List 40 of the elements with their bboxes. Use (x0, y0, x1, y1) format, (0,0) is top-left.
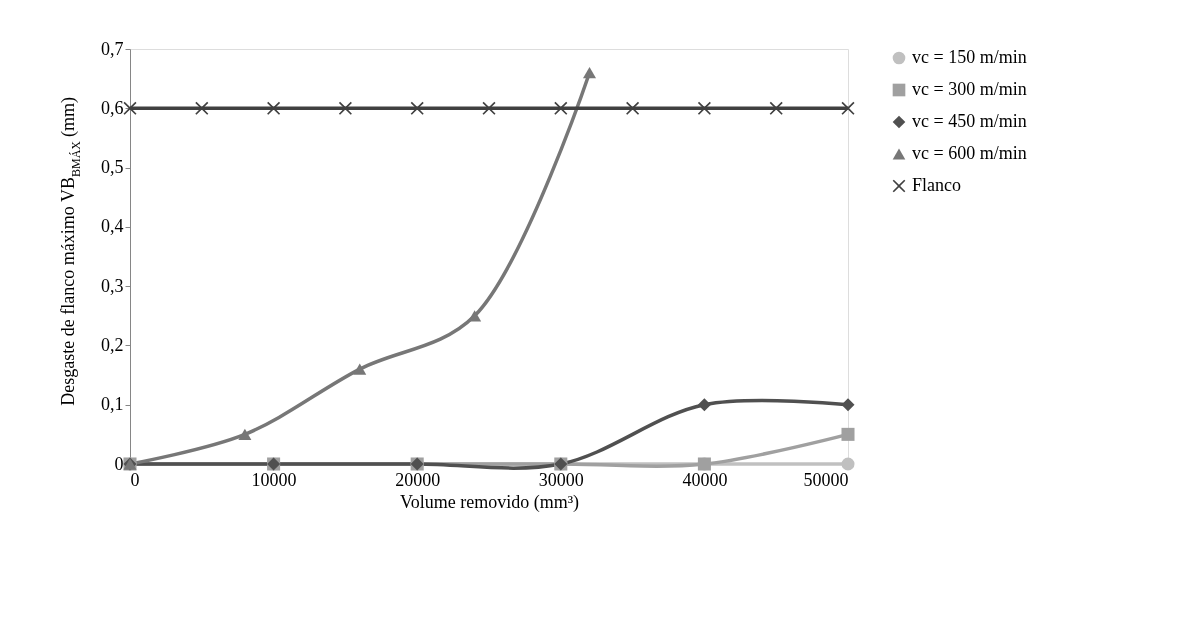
point (410, 101, 424, 115)
point (195, 101, 209, 115)
point (468, 310, 482, 322)
point (583, 67, 597, 79)
point (482, 101, 496, 115)
y-tick-label: 0,5 (101, 157, 124, 178)
point (353, 363, 367, 375)
point (841, 101, 855, 115)
legend-label: Flanco (912, 175, 961, 195)
x-axis-title: Volume removido (mm³) (399, 491, 580, 513)
point (123, 101, 137, 115)
x-tick-label: 0 (130, 469, 140, 490)
point (338, 101, 352, 115)
legend-label: vc = 150 m/min (912, 47, 1027, 67)
point (267, 101, 281, 115)
legend-label: vc = 450 m/min (912, 111, 1027, 131)
y-tick-label: 0,6 (101, 97, 124, 118)
x-tick-label: 40000 (682, 469, 728, 490)
y-tick-label: 0,7 (101, 38, 124, 59)
point (697, 101, 711, 115)
y-tick-label: 0,1 (101, 394, 124, 415)
x-tick-label: 50000 (803, 469, 849, 490)
point (841, 427, 855, 441)
y-tick-label: 0 (114, 453, 124, 474)
y-tick-label: 0,4 (101, 216, 124, 237)
x-tick-label: 10000 (251, 469, 297, 490)
point (769, 101, 783, 115)
point (841, 398, 855, 412)
point (841, 457, 855, 471)
x-tick-label: 30000 (538, 469, 584, 490)
y-tick-label: 0,3 (101, 275, 124, 296)
point (238, 428, 252, 440)
y-tick-label: 0,2 (101, 334, 124, 355)
x-tick-label: 20000 (395, 469, 441, 490)
point (626, 101, 640, 115)
point (554, 101, 568, 115)
point (697, 398, 711, 412)
y-axis-title: Desgaste de flanco máximo VBBMÁX (mm) (58, 97, 83, 406)
legend-label: vc = 300 m/min (912, 79, 1027, 99)
legend-label: vc = 600 m/min (912, 143, 1027, 163)
